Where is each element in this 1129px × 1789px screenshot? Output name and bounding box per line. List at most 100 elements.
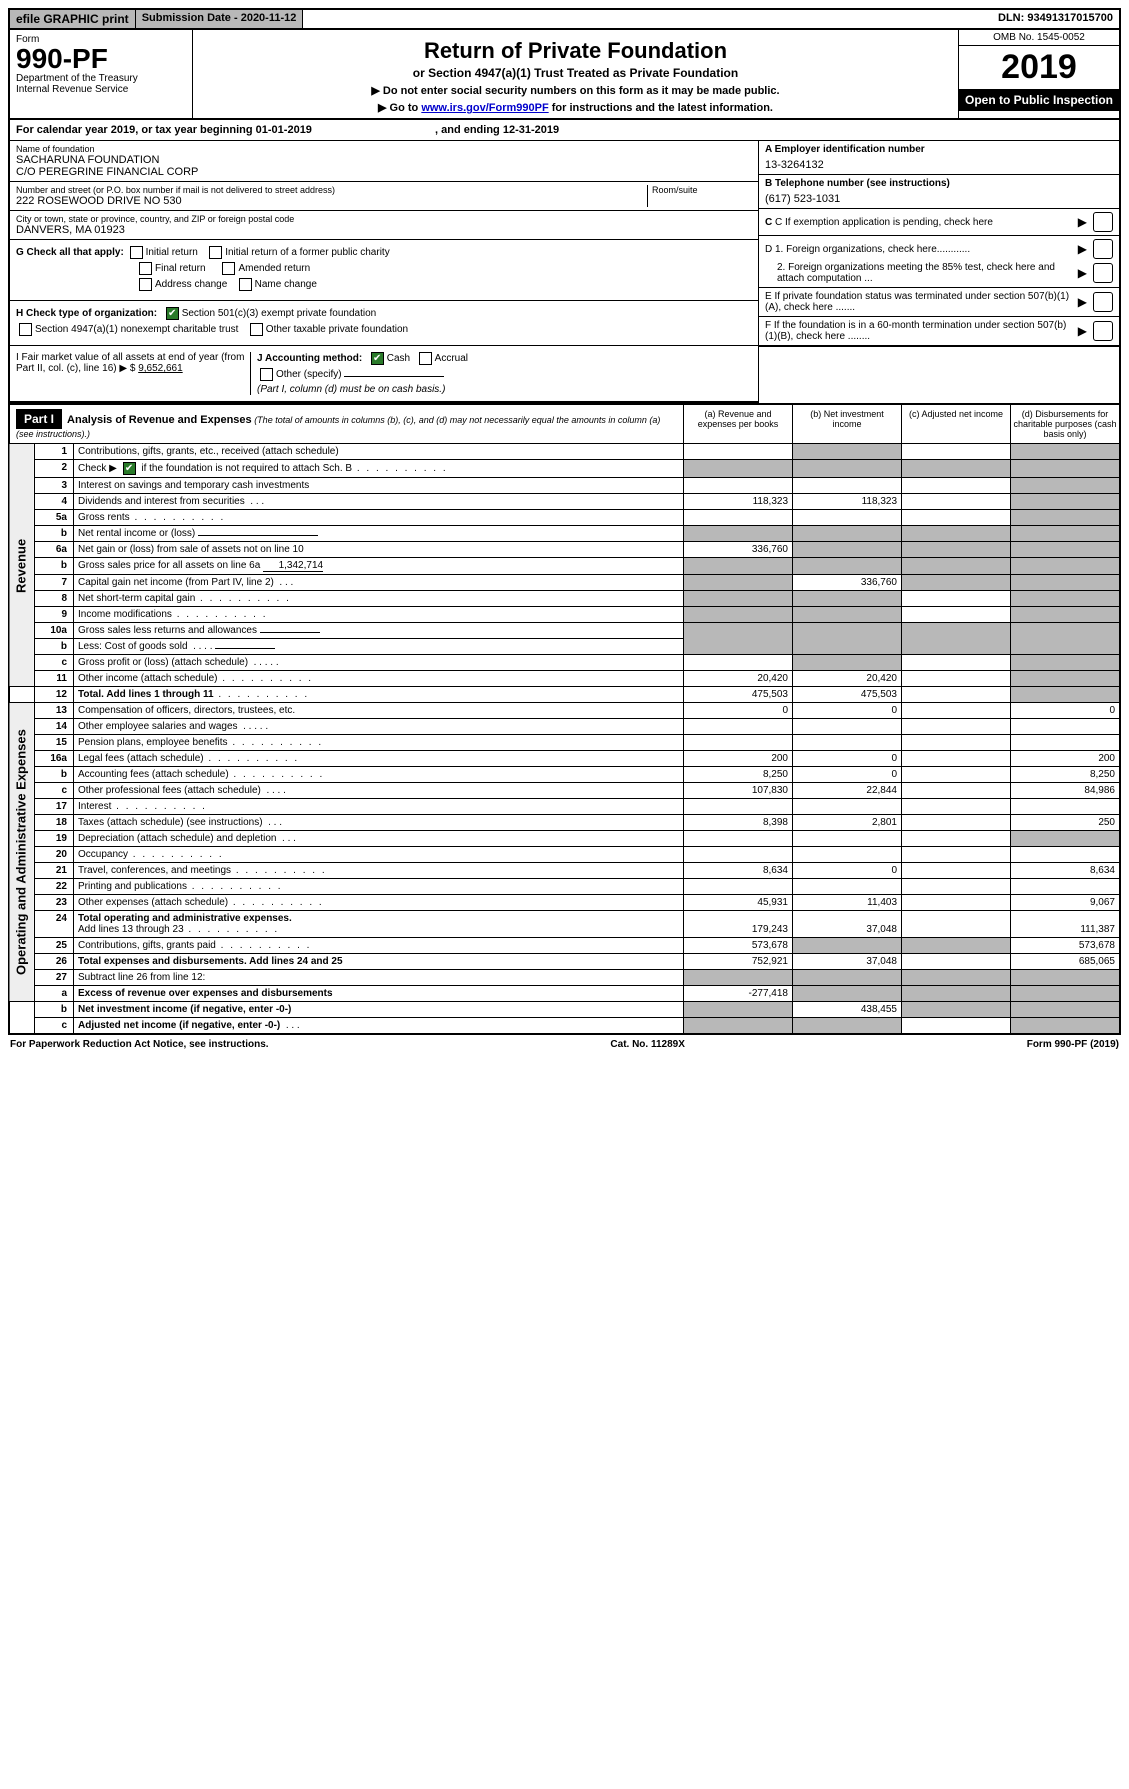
checkbox-initial-return[interactable] [130,246,143,259]
line-num: 11 [35,671,74,687]
line-desc: Total. Add lines 1 through 11 [78,689,214,700]
checkbox-other-taxable[interactable] [250,323,263,336]
line-desc: Pension plans, employee benefits [78,737,228,748]
line-desc: Less: Cost of goods sold [78,641,188,652]
amt-12b: 475,503 [793,687,902,703]
checkbox-address-change[interactable] [139,278,152,291]
amt-23b: 11,403 [793,895,902,911]
form-header: Form 990-PF Department of the Treasury I… [8,30,1121,120]
cal-year-pre: For calendar year 2019, or tax year begi… [16,124,256,136]
checkbox-final-return[interactable] [139,262,152,275]
footer-right: Form 990-PF (2019) [1027,1039,1119,1050]
section-h: H Check type of organization: Section 50… [10,301,758,346]
part1-label: Part I [16,409,62,429]
line-num: 18 [35,815,74,831]
amt-25a: 573,678 [684,938,793,954]
g-amended: Amended return [238,263,310,274]
addr-label: Number and street (or P.O. box number if… [16,185,647,195]
room-label: Room/suite [652,185,752,195]
amt-18d: 250 [1011,815,1121,831]
entity-info: Name of foundation SACHARUNA FOUNDATION … [8,141,1121,403]
checkbox-other-method[interactable] [260,368,273,381]
line-num: c [35,1018,74,1035]
irs-link[interactable]: www.irs.gov/Form990PF [421,102,548,114]
j-other: Other (specify) [276,369,342,380]
page-footer: For Paperwork Reduction Act Notice, see … [8,1035,1121,1054]
line-num: 2 [35,460,74,478]
checkbox-initial-former[interactable] [209,246,222,259]
checkbox-c[interactable] [1093,212,1113,232]
line-num: 7 [35,575,74,591]
amt-13a: 0 [684,703,793,719]
checkbox-d1[interactable] [1093,239,1113,259]
line-desc: Travel, conferences, and meetings [78,865,231,876]
line-num: b [35,558,74,575]
checkbox-sch-b[interactable] [123,462,136,475]
line-num: 10a [35,623,74,639]
calendar-year-row: For calendar year 2019, or tax year begi… [8,120,1121,141]
col-a-header: (a) Revenue and expenses per books [684,404,793,444]
line-desc: Other income (attach schedule) [78,673,218,684]
checkbox-f[interactable] [1093,321,1113,341]
amt-25d: 573,678 [1011,938,1121,954]
line-num: 23 [35,895,74,911]
line-desc: if the foundation is not required to att… [139,463,352,474]
checkbox-amended-return[interactable] [222,262,235,275]
h-other: Other taxable private foundation [266,324,408,335]
checkbox-4947[interactable] [19,323,32,336]
dln: DLN: 93491317015700 [992,10,1119,28]
amt-6a: 336,760 [684,542,793,558]
amt-4b: 118,323 [793,494,902,510]
line-desc: Accounting fees (attach schedule) [78,769,229,780]
footer-center: Cat. No. 11289X [610,1039,684,1050]
amt-24a: 179,243 [684,911,793,938]
checkbox-accrual[interactable] [419,352,432,365]
tax-year: 2019 [959,46,1119,89]
line-desc: Total expenses and disbursements. Add li… [78,956,343,967]
g-name: Name change [255,279,317,290]
efile-print-button[interactable]: efile GRAPHIC print [10,10,136,28]
line-desc: Net investment income (if negative, ente… [78,1004,291,1015]
street-address: 222 ROSEWOOD DRIVE NO 530 [16,195,647,207]
line-num: 8 [35,591,74,607]
line-desc: Interest [78,801,111,812]
line-desc: Contributions, gifts, grants, etc., rece… [74,444,684,460]
line-num: 9 [35,607,74,623]
amt-16b-b: 0 [793,767,902,783]
c-label: C If exemption application is pending, c… [775,217,993,228]
phone: (617) 523-1031 [765,189,1113,205]
submission-date: Submission Date - 2020-11-12 [136,10,304,28]
line-desc: Compensation of officers, directors, tru… [74,703,684,719]
instr-goto-pre: ▶ Go to [378,102,421,114]
amt-18a: 8,398 [684,815,793,831]
dept-treasury: Department of the Treasury [16,73,186,84]
checkbox-e[interactable] [1093,292,1113,312]
amt-11a: 20,420 [684,671,793,687]
line-desc: Gross profit or (loss) (attach schedule) [78,657,248,668]
side-revenue: Revenue [9,444,35,687]
line-desc: Gross rents [78,512,130,523]
foundation-name: SACHARUNA FOUNDATION [16,154,752,166]
omb-number: OMB No. 1545-0052 [959,30,1119,46]
amt-12a: 475,503 [684,687,793,703]
open-public-badge: Open to Public Inspection [959,89,1119,111]
j-accrual: Accrual [435,353,468,364]
amt-24d: 111,387 [1011,911,1121,938]
amt-16a-d: 200 [1011,751,1121,767]
checkbox-name-change[interactable] [239,278,252,291]
line-num: 12 [35,687,74,703]
line-desc: Total operating and administrative expen… [78,913,292,924]
line-num: a [35,986,74,1002]
line-num: 15 [35,735,74,751]
checkbox-d2[interactable] [1093,263,1113,283]
line-num: 1 [35,444,74,460]
checkbox-cash[interactable] [371,352,384,365]
cal-year-mid: , and ending [435,124,503,136]
checkbox-501c3[interactable] [166,307,179,320]
h-label: H Check type of organization: [16,308,157,319]
line-num: 22 [35,879,74,895]
line-num: 21 [35,863,74,879]
line-desc: Adjusted net income (if negative, enter … [78,1020,280,1031]
j-note: (Part I, column (d) must be on cash basi… [257,384,445,395]
line-num: c [35,783,74,799]
